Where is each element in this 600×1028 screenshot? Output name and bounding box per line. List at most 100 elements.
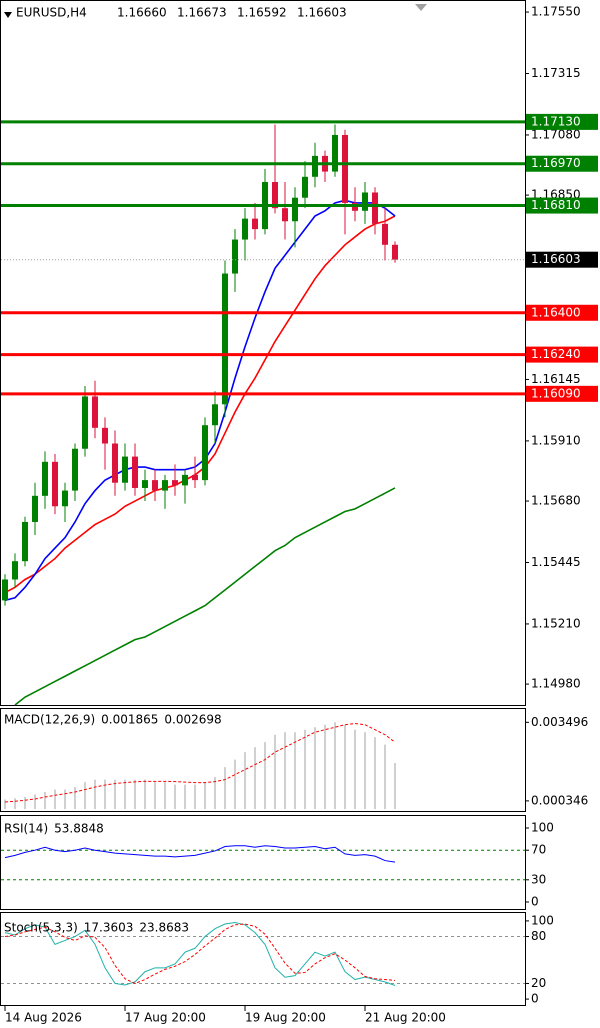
- level-label: 1.16970: [531, 156, 581, 170]
- y-tick-label: 1.15210: [531, 616, 581, 630]
- indicator-line: [14, 487, 396, 706]
- level-box: [526, 113, 598, 130]
- level-label: 1.16400: [531, 305, 581, 319]
- candle-body: [32, 495, 38, 522]
- rsi-frame: [0, 815, 526, 910]
- indicator-line: [4, 921, 396, 986]
- candle-body: [22, 521, 28, 562]
- shift-marker: [415, 4, 427, 11]
- y-tick-label: 70: [531, 843, 546, 857]
- candle-body: [252, 218, 258, 230]
- level-box: [526, 197, 598, 214]
- candle-body: [292, 197, 298, 222]
- y-tick-label: 1.17550: [531, 5, 581, 19]
- candle-body: [382, 223, 388, 245]
- y-tick-label: 30: [531, 872, 546, 886]
- y-tick-label: 1.15910: [531, 433, 581, 447]
- candle-body: [42, 461, 48, 496]
- candle-body: [112, 443, 118, 483]
- level-label: 1.17130: [531, 114, 581, 128]
- ohlc-header: 1.16592: [237, 6, 287, 20]
- level-label: 1.16240: [531, 347, 581, 361]
- level-label: 1.16810: [531, 198, 581, 212]
- y-tick-label: 0.000346: [531, 793, 588, 807]
- indicator-value: 0.002698: [164, 713, 221, 727]
- candle-body: [332, 134, 338, 172]
- candle-body: [302, 176, 308, 198]
- candle-body: [132, 456, 138, 488]
- indicator-title: Stoch(5,3,3): [4, 921, 78, 935]
- level-label: 1.16090: [531, 386, 581, 400]
- candle-body: [102, 427, 108, 444]
- level-box: [526, 304, 598, 321]
- y-tick-label: 80: [531, 929, 546, 943]
- y-tick-label: 1.17080: [531, 127, 581, 141]
- candle-body: [282, 208, 288, 222]
- indicator-title: RSI(14): [4, 822, 48, 836]
- y-tick-label: 20: [531, 976, 546, 990]
- candle-body: [152, 480, 158, 491]
- y-tick-label: 1.15445: [531, 555, 581, 569]
- candle-body: [342, 134, 348, 203]
- x-tick-label: 14 Aug 2026: [5, 1011, 82, 1025]
- candle-body: [2, 579, 8, 601]
- indicator-line: [4, 845, 396, 863]
- y-tick-label: 100: [531, 821, 554, 835]
- candle-body: [62, 490, 68, 507]
- y-tick-label: 0: [531, 992, 539, 1006]
- candle-body: [92, 396, 98, 428]
- candle-body: [52, 461, 58, 507]
- candle-body: [272, 182, 278, 209]
- x-tick-label: 21 Aug 20:00: [365, 1011, 446, 1025]
- y-tick-label: 1.16145: [531, 372, 581, 386]
- stoch-frame: [0, 912, 526, 1006]
- current-price-box: [526, 251, 598, 268]
- main-frame: [0, 0, 526, 706]
- candle-body: [192, 474, 198, 481]
- candle-body: [162, 480, 168, 491]
- candle-body: [312, 155, 318, 177]
- symbol-menu-arrow[interactable]: [4, 12, 12, 18]
- candle-body: [232, 239, 238, 274]
- indicator-title: MACD(12,26,9): [4, 713, 95, 727]
- y-tick-label: 0: [531, 895, 539, 909]
- candle-body: [212, 404, 218, 426]
- candle-body: [12, 561, 18, 580]
- level-box: [526, 346, 598, 363]
- candle-body: [122, 456, 128, 483]
- candle-body: [362, 192, 368, 211]
- candle-body: [72, 448, 78, 491]
- ohlc-header: 1.16660: [117, 6, 167, 20]
- y-tick-label: 100: [531, 913, 554, 927]
- indicator-value: 0.001865: [101, 713, 158, 727]
- x-tick-label: 19 Aug 20:00: [245, 1011, 326, 1025]
- candle-body: [392, 244, 398, 260]
- y-tick-label: 1.14980: [531, 677, 581, 691]
- y-tick-label: 1.15680: [531, 494, 581, 508]
- chart-title: EURUSD,H4: [16, 6, 87, 20]
- indicator-value: 17.3603: [84, 921, 134, 935]
- candle-body: [242, 218, 248, 240]
- indicator-line: [4, 215, 396, 594]
- candle-body: [222, 273, 228, 405]
- indicator-value: 53.8848: [54, 822, 104, 836]
- ohlc-header: 1.16673: [177, 6, 227, 20]
- y-tick-label: 1.17315: [531, 66, 581, 80]
- indicator-line: [4, 923, 396, 984]
- x-tick-label: 17 Aug 20:00: [125, 1011, 206, 1025]
- candle-body: [142, 480, 148, 488]
- indicator-value: 23.8683: [139, 921, 189, 935]
- candle-body: [202, 425, 208, 481]
- current-price-label: 1.16603: [531, 252, 581, 266]
- macd-frame: [0, 708, 526, 812]
- level-box: [526, 155, 598, 172]
- ohlc-header: 1.16603: [297, 6, 347, 20]
- indicator-line: [4, 722, 396, 803]
- level-box: [526, 385, 598, 402]
- candle-body: [182, 474, 188, 486]
- candle-body: [82, 396, 88, 449]
